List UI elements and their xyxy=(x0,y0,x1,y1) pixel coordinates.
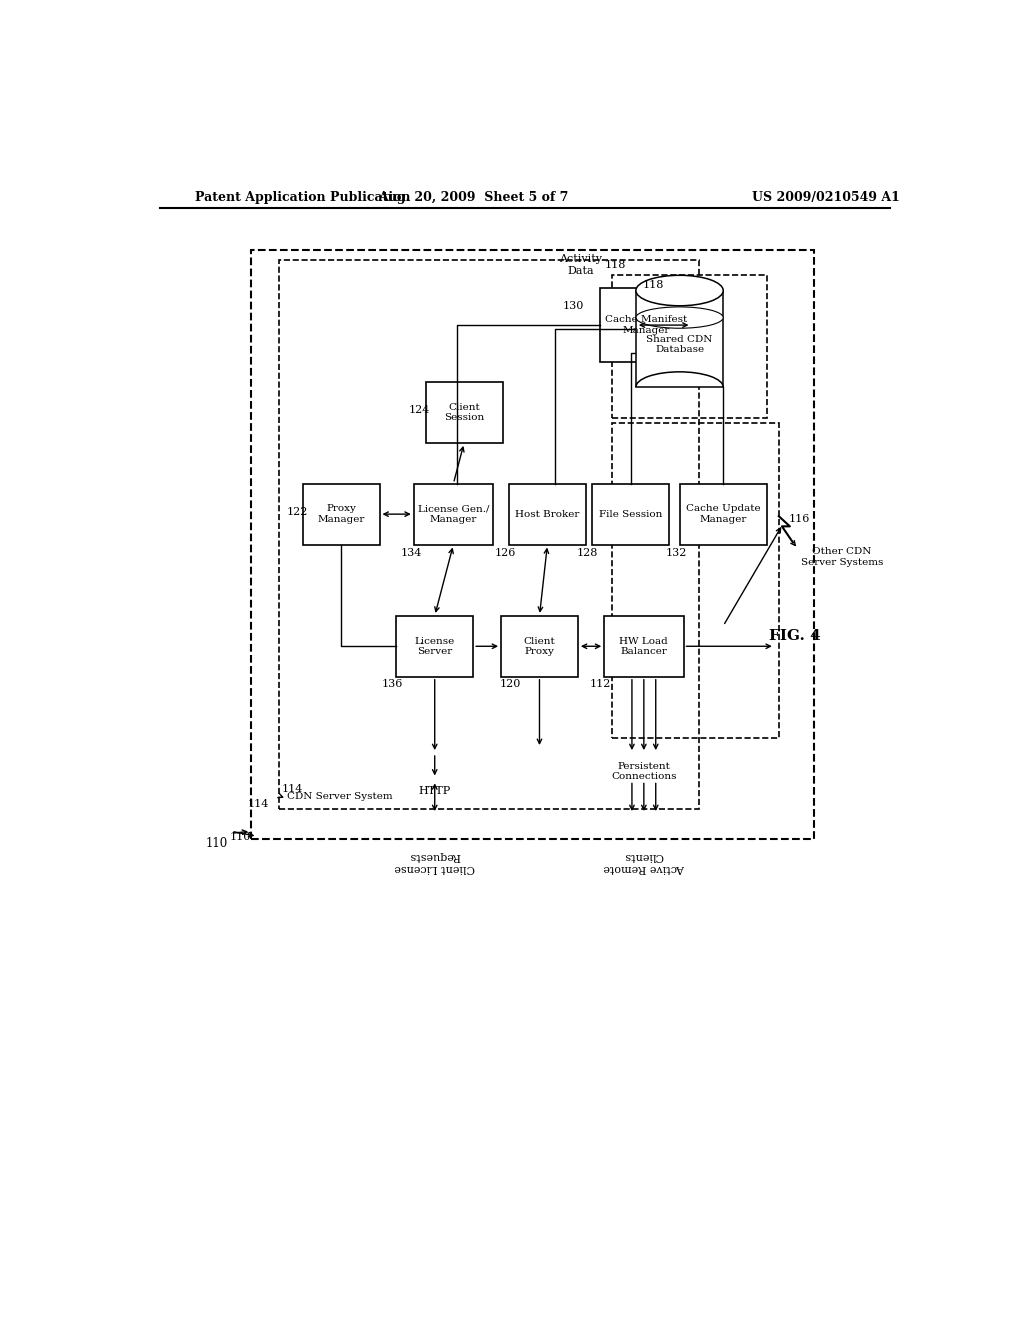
Text: 122: 122 xyxy=(287,507,308,517)
Text: US 2009/0210549 A1: US 2009/0210549 A1 xyxy=(753,190,900,203)
Text: 118: 118 xyxy=(643,280,665,290)
FancyBboxPatch shape xyxy=(600,289,691,362)
FancyBboxPatch shape xyxy=(680,483,767,545)
Text: Other CDN
Server Systems: Other CDN Server Systems xyxy=(801,546,884,566)
Text: 130: 130 xyxy=(563,301,585,310)
Text: 114: 114 xyxy=(282,784,302,793)
Text: Activity
Data: Activity Data xyxy=(559,255,602,276)
Text: CDN Server System: CDN Server System xyxy=(287,792,392,801)
Text: 116: 116 xyxy=(788,515,810,524)
Text: 134: 134 xyxy=(401,548,422,558)
Text: 118: 118 xyxy=(605,260,627,271)
Text: 132: 132 xyxy=(666,548,687,558)
Text: 128: 128 xyxy=(577,548,598,558)
FancyBboxPatch shape xyxy=(592,483,670,545)
Text: 124: 124 xyxy=(409,405,430,416)
Text: Patent Application Publication: Patent Application Publication xyxy=(196,190,411,203)
Text: HW Load
Balancer: HW Load Balancer xyxy=(620,636,669,656)
FancyBboxPatch shape xyxy=(501,615,578,677)
Text: Client
Proxy: Client Proxy xyxy=(523,636,555,656)
Text: 114: 114 xyxy=(248,799,269,809)
Text: Client License
Requests: Client License Requests xyxy=(394,851,475,873)
Ellipse shape xyxy=(636,276,723,306)
FancyBboxPatch shape xyxy=(509,483,586,545)
FancyBboxPatch shape xyxy=(426,381,503,444)
Text: License
Server: License Server xyxy=(415,636,455,656)
Text: Proxy
Manager: Proxy Manager xyxy=(317,504,365,524)
Text: 136: 136 xyxy=(382,678,403,689)
Text: Cache Manifest
Manager: Cache Manifest Manager xyxy=(605,315,687,335)
Text: HTTP: HTTP xyxy=(419,785,451,796)
Text: 126: 126 xyxy=(495,548,516,558)
Text: Active Remote
Clients: Active Remote Clients xyxy=(603,851,685,873)
FancyBboxPatch shape xyxy=(303,483,380,545)
Text: Cache Update
Manager: Cache Update Manager xyxy=(686,504,761,524)
Text: Persistent
Connections: Persistent Connections xyxy=(611,762,677,781)
FancyBboxPatch shape xyxy=(604,615,684,677)
FancyBboxPatch shape xyxy=(414,483,494,545)
Text: 120: 120 xyxy=(500,678,521,689)
Ellipse shape xyxy=(636,306,723,329)
Text: FIG. 4: FIG. 4 xyxy=(769,630,820,643)
Text: License Gen./
Manager: License Gen./ Manager xyxy=(418,504,489,524)
Text: Client
Session: Client Session xyxy=(444,403,484,422)
FancyBboxPatch shape xyxy=(636,290,723,387)
Text: 110: 110 xyxy=(229,833,251,842)
FancyBboxPatch shape xyxy=(396,615,473,677)
Text: File Session: File Session xyxy=(599,510,663,519)
Text: 110: 110 xyxy=(206,837,228,850)
Text: 112: 112 xyxy=(590,678,611,689)
Text: Aug. 20, 2009  Sheet 5 of 7: Aug. 20, 2009 Sheet 5 of 7 xyxy=(378,190,568,203)
Text: Shared CDN
Database: Shared CDN Database xyxy=(646,335,713,354)
Text: Host Broker: Host Broker xyxy=(515,510,580,519)
